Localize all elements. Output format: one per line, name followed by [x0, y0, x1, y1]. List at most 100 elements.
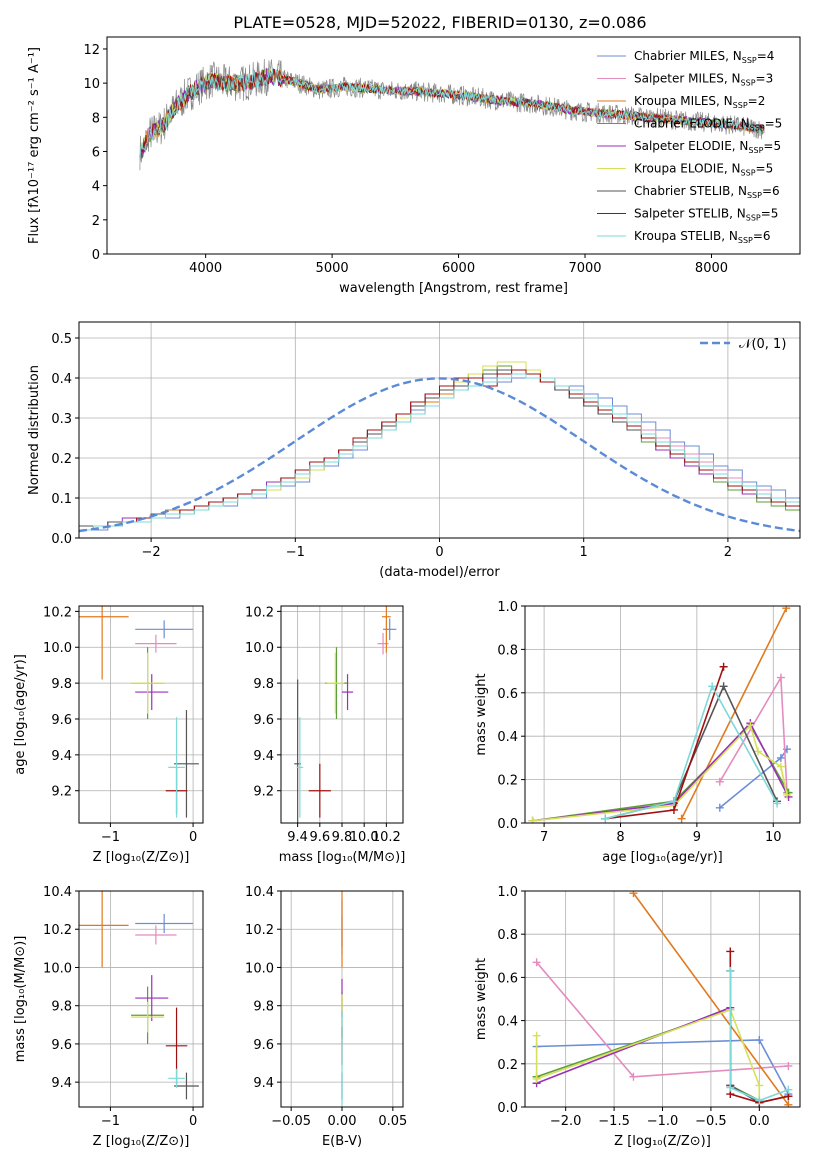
legend-entry: Chabrier ELODIE, NSSP=5 [634, 117, 782, 133]
series-point [755, 1081, 764, 1090]
y-tick-label: 10.2 [43, 605, 72, 620]
series-point [784, 1061, 793, 1070]
errorbar-6 [174, 1072, 199, 1100]
chart-weight_vs_age: 7 8 9 10 0.0 0.2 0.4 0.6 0.8 1.0 age [log₁₀(age/yr… [474, 600, 801, 865]
y-tick-label: 8 [92, 111, 100, 126]
plot-frame [524, 605, 801, 824]
x-axis-label: E(B-V) [322, 1134, 362, 1149]
y-tick-label: 10.2 [43, 923, 72, 938]
series-point [726, 966, 735, 975]
y-tick-label: 0.2 [497, 1058, 518, 1073]
x-tick-label: 0.0 [749, 1114, 770, 1129]
series-point [719, 662, 728, 671]
x-tick-label: 10.0 [350, 830, 379, 845]
legend-entry: Kroupa ELODIE, NSSP=5 [634, 162, 773, 178]
x-axis-label: (data-model)/error [379, 565, 500, 580]
x-tick-label: 0 [189, 830, 197, 845]
errorbar-8 [168, 717, 185, 818]
x-tick-label: 7 [540, 830, 548, 845]
legend-entry: Kroupa STELIB, NSSP=6 [634, 229, 771, 245]
errorbar-0 [383, 618, 397, 641]
chart-weight_vs_Z: −2.0 −1.5 −1.0 −0.5 0.0 0.0 0.2 0.4 0.6 0.8 1.0 Z [… [474, 885, 801, 1149]
series-line-4 [536, 1006, 760, 1104]
figure-title: PLATE=0528, MJD=52022, FIBERID=0130, z=0… [233, 13, 646, 32]
chart-age_vs_mass: 9.4 9.6 9.810.010.29.29.49.69.810.010.2mas… [245, 605, 405, 865]
plot-frame [106, 36, 801, 255]
y-axis-label: Flux [fλ10⁻¹⁷ erg cm⁻² s⁻¹ A⁻¹] [27, 47, 42, 244]
y-tick-label: 10.2 [245, 605, 274, 620]
x-axis-label: wavelength [Angstrom, rest frame] [339, 281, 568, 296]
errorbar-5 [131, 1001, 165, 1033]
series-line-5 [532, 723, 788, 822]
plot-frame [78, 605, 204, 824]
y-tick-label: 0.4 [497, 730, 518, 745]
x-tick-label: −1.0 [647, 1114, 679, 1129]
x-axis-label: Z [log₁₀(Z/Z⊙)] [614, 1134, 711, 1149]
series-line-4 [532, 721, 790, 822]
errorbar-0 [135, 620, 194, 639]
y-tick-label: 10 [83, 77, 100, 92]
errorbar-4 [342, 674, 354, 711]
errorbar-6 [174, 710, 199, 818]
y-tick-label: 0.6 [497, 687, 518, 702]
errorbar-1 [135, 925, 177, 945]
series-point [669, 805, 678, 814]
x-tick-label: −1 [101, 830, 120, 845]
y-tick-label: 9.4 [253, 749, 274, 764]
series-line-2 [632, 892, 790, 1106]
plot-area [532, 891, 793, 1107]
series-point [753, 747, 762, 756]
series-point [782, 606, 791, 613]
y-tick-label: 10.4 [43, 885, 72, 900]
y-axis-label: mass weight [474, 673, 489, 755]
series-point [532, 1074, 541, 1083]
series-point [715, 777, 724, 786]
series-point [783, 790, 792, 799]
series-line-2 [680, 607, 788, 820]
legend-entry: Salpeter ELODIE, NSSP=5 [634, 139, 781, 155]
plot-area [294, 606, 397, 823]
legend-entry: Salpeter MILES, NSSP=3 [634, 72, 773, 88]
series-point [677, 814, 686, 823]
y-tick-label: 0.4 [497, 1015, 518, 1030]
errorbar-2 [79, 606, 129, 680]
chart-mass_vs_Z: −1 0 9.4 9.6 9.8 10.0 10.2 10.4 Z [log₁₀(Z/Z⊙)] m… [13, 885, 204, 1149]
y-tick-label: 0.2 [51, 452, 72, 467]
y-tick-label: 2 [92, 214, 100, 229]
x-tick-label: −2.0 [550, 1114, 582, 1129]
x-axis-label: age [log₁₀(age/yr)] [602, 850, 723, 865]
errorbar-0 [135, 913, 194, 934]
y-tick-label: 10.4 [245, 885, 274, 900]
x-tick-label: −2 [142, 545, 161, 560]
series-point [776, 673, 785, 682]
legend-entry: Chabrier STELIB, NSSP=6 [634, 184, 780, 200]
series-point [532, 958, 541, 967]
x-tick-label: −0.5 [695, 1114, 727, 1129]
y-tick-label: 9.8 [51, 677, 72, 692]
plot-area [79, 606, 199, 818]
x-tick-label: 10 [765, 830, 782, 845]
errorbar-1 [135, 634, 177, 653]
plot-area [528, 606, 793, 823]
y-axis-label: mass weight [474, 958, 489, 1040]
series-point [629, 891, 638, 898]
normal-curve-line [79, 377, 800, 533]
y-tick-label: 10.2 [245, 923, 274, 938]
x-tick-label: 0 [189, 1114, 197, 1129]
y-axis-label: Normed distribution [27, 365, 42, 495]
y-tick-label: 9.2 [51, 785, 72, 800]
series-point [784, 1085, 793, 1094]
y-tick-label: 0 [92, 248, 100, 263]
y-tick-label: 9.8 [253, 677, 274, 692]
errorbar-4 [135, 674, 169, 711]
errorbar-5 [131, 652, 165, 714]
x-tick-label: 0.00 [328, 1114, 357, 1129]
chart-residuals: 𝒩(0, 1) −2 −1 0 1 2 0.0 0.1 0.2 0.3 0.4 0.5 (data-mo… [27, 321, 801, 580]
plot-area [79, 361, 800, 533]
legend: 𝒩(0, 1) [700, 337, 786, 352]
y-tick-label: 10.0 [43, 641, 72, 656]
series-line-3 [536, 1008, 760, 1102]
y-tick-label: 0.0 [497, 1101, 518, 1116]
y-tick-label: 6 [92, 145, 100, 160]
